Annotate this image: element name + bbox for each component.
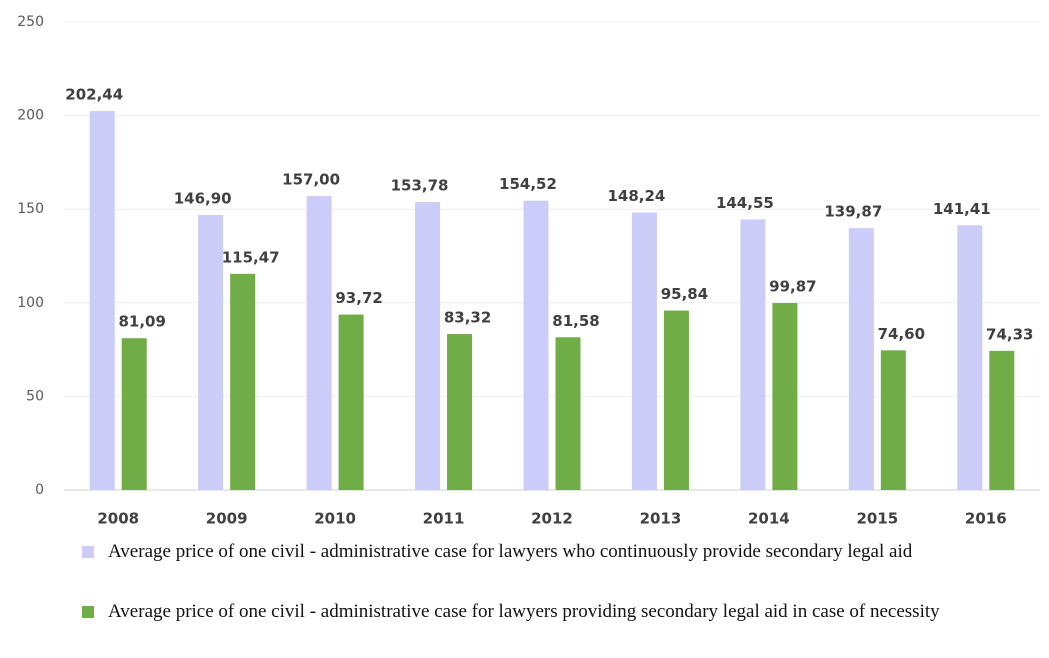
- bar: [631, 212, 657, 490]
- value-label: 144,55: [716, 194, 774, 212]
- bar: [306, 196, 332, 490]
- legend-swatch: [82, 606, 94, 618]
- bar: [880, 350, 906, 490]
- bar: [415, 202, 441, 490]
- y-tick-label: 250: [17, 14, 44, 30]
- x-tick-label: 2008: [97, 510, 139, 528]
- value-label: 74,60: [878, 325, 925, 343]
- value-label: 153,78: [391, 177, 449, 195]
- x-tick-label: 2013: [640, 510, 682, 528]
- x-tick-label: 2009: [206, 510, 248, 528]
- y-tick-label: 150: [17, 201, 44, 217]
- legend-label: Average price of one civil - administrat…: [108, 601, 940, 622]
- bar: [663, 310, 689, 490]
- legend-swatch: [82, 546, 94, 558]
- bar: [338, 314, 364, 490]
- bar: [230, 273, 256, 490]
- bar: [957, 225, 983, 490]
- bar: [198, 215, 224, 490]
- value-label: 93,72: [335, 289, 382, 307]
- y-tick-label: 100: [17, 295, 44, 311]
- bar: [121, 338, 147, 490]
- y-tick-label: 50: [26, 388, 44, 404]
- value-label: 139,87: [824, 203, 882, 221]
- legend-item: Average price of one civil - administrat…: [82, 540, 1032, 564]
- legend-item: Average price of one civil - administrat…: [82, 600, 1032, 624]
- value-label: 115,47: [222, 248, 280, 266]
- x-tick-label: 2010: [314, 510, 356, 528]
- value-label: 74,33: [986, 325, 1033, 343]
- value-label: 81,58: [552, 312, 599, 330]
- value-label: 146,90: [174, 190, 232, 208]
- value-label: 81,09: [118, 313, 165, 331]
- value-label: 148,24: [607, 187, 665, 205]
- value-label: 202,44: [65, 86, 123, 104]
- value-label: 99,87: [769, 278, 816, 296]
- value-label: 154,52: [499, 175, 557, 193]
- y-tick-label: 200: [17, 108, 44, 124]
- x-tick-label: 2012: [531, 510, 573, 528]
- bar: [740, 219, 766, 490]
- x-tick-label: 2011: [423, 510, 465, 528]
- bar: [989, 350, 1015, 490]
- bar: [848, 228, 874, 490]
- bar: [523, 200, 549, 490]
- bar: [447, 334, 473, 490]
- legend-label: Average price of one civil - administrat…: [108, 541, 913, 562]
- value-label: 157,00: [282, 171, 340, 189]
- bar: [89, 111, 115, 490]
- x-tick-label: 2015: [856, 510, 898, 528]
- x-tick-label: 2014: [748, 510, 790, 528]
- y-tick-label: 0: [35, 482, 44, 498]
- bar: [555, 337, 581, 490]
- chart: 0 50 100 150 200 250 2008 202,44 81,09 2009 146,90…: [17, 14, 1040, 528]
- value-label: 95,84: [661, 285, 708, 303]
- x-tick-label: 2016: [965, 510, 1007, 528]
- value-label: 83,32: [444, 309, 491, 327]
- value-label: 141,41: [933, 200, 991, 218]
- bar: [772, 303, 798, 490]
